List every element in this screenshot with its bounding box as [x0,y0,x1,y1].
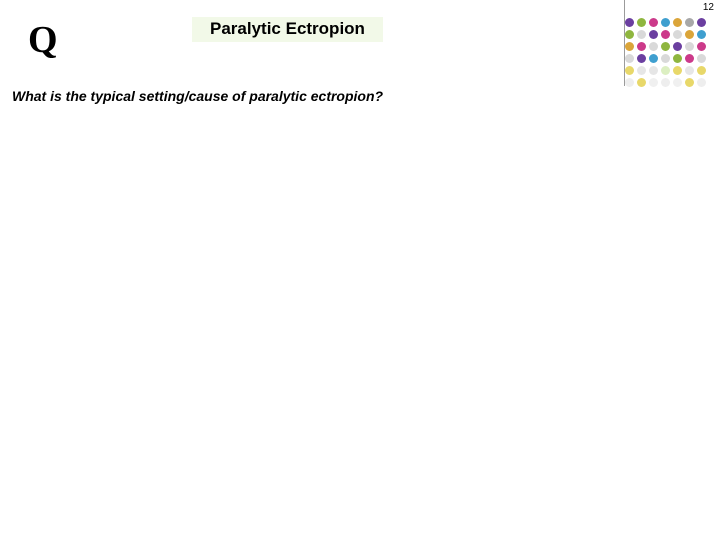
decoration-dot [697,42,706,51]
slide: 12 Q Paralytic Ectropion What is the typ… [0,0,720,540]
decoration-dot [661,42,670,51]
decoration-dot [661,30,670,39]
decoration-dot [673,54,682,63]
decoration-dot [637,30,646,39]
decoration-dot [625,18,634,27]
decoration-dot [697,18,706,27]
page-number: 12 [703,2,714,13]
decoration-dot [673,30,682,39]
decoration-dot [649,78,658,87]
decoration-dot [685,30,694,39]
decoration-dot [685,18,694,27]
decoration-dot [661,54,670,63]
decoration-dot [661,78,670,87]
decoration-dot [673,42,682,51]
decoration-dot [637,18,646,27]
decoration-dot [625,54,634,63]
decoration-dot [673,18,682,27]
decoration-dot [685,66,694,75]
decoration-dot [685,54,694,63]
decoration-dot [697,66,706,75]
decoration-dot [637,54,646,63]
decoration-dot [625,30,634,39]
decoration-dot [697,30,706,39]
decoration-dot [625,66,634,75]
decoration-dot [685,42,694,51]
decoration-dot [673,78,682,87]
decoration-dot [649,30,658,39]
decoration-dot [625,42,634,51]
decoration-dot [697,78,706,87]
title-box: Paralytic Ectropion [192,17,383,42]
decoration-dot [649,66,658,75]
decoration-dot [637,78,646,87]
decoration-dot [637,42,646,51]
decoration-dot [673,66,682,75]
decoration-dot [649,42,658,51]
slide-title: Paralytic Ectropion [210,19,365,38]
decoration-dot [685,78,694,87]
decoration-dot [661,66,670,75]
decoration-dot [649,18,658,27]
decoration-dot [661,18,670,27]
decoration-dot [697,54,706,63]
decoration-dot [649,54,658,63]
question-text: What is the typical setting/cause of par… [12,88,383,104]
decoration-dot [625,78,634,87]
decoration-dot [637,66,646,75]
q-letter: Q [28,18,58,62]
dot-grid-decoration [625,18,706,90]
